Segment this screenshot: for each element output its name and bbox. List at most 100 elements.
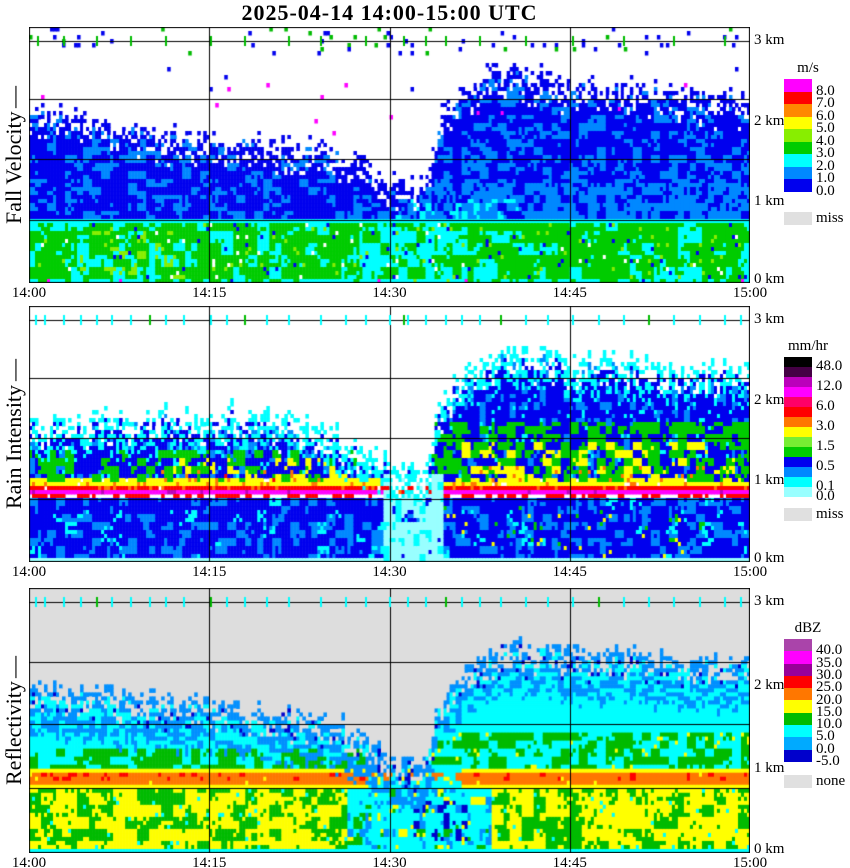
y-axis-label-rain-intensity: Rain Intensity — [1,358,26,510]
colorbar-segment [784,116,812,129]
time-tick-label: 14:15 [192,855,227,868]
time-tick-label: 15:00 [732,855,768,868]
colorbar-segment [784,725,812,738]
time-tick-label: 14:30 [372,564,407,580]
y-axis-label-reflectivity: Reflectivity — [1,655,26,786]
time-tick-label: 15:00 [732,564,768,580]
colorbar-segment [784,712,812,726]
time-tick-label: 14:45 [552,564,587,580]
height-tick-label: 3 km [754,32,785,48]
colorbar-segment [784,651,812,664]
colorbar-tick-label: 20.0 [816,691,843,708]
panel-fall-velocity: Fall Velocity — 3 km 2 km 1 km 0 km 14:00 14:… [1,27,844,301]
colorbar-tick-label: 6.0 [816,107,835,124]
height-tick-label: 0 km [754,271,785,287]
time-axis: 14:00 14:15 14:30 14:45 15:00 [12,855,767,868]
time-tick-label: 14:30 [372,855,407,868]
colorbar-missing-swatch [784,508,812,521]
height-tick-label: 2 km [754,391,785,408]
height-tick-label: 3 km [754,311,785,327]
colorbar-segment [784,417,812,427]
time-tick-label: 14:45 [552,855,587,868]
colorbar-segment [784,688,812,701]
axis-label-mark: — [1,655,26,678]
colorbar-tick-label: 0.1 [816,478,835,494]
colorbar-tick-label: 8.0 [816,82,835,99]
colorbar-segment [784,437,812,447]
time-tick-label: 14:00 [11,855,47,868]
colorbar-tick-label: 48.0 [816,358,843,374]
colorbar-tick-label: 3.0 [816,418,835,434]
colorbar-segment [784,467,812,477]
height-axis: 3 km 2 km 1 km 0 km [29,588,784,857]
axis-label-mark: — [1,358,26,381]
colorbar-tick-label: 0.0 [816,740,835,757]
time-tick-label: 14:00 [11,285,47,301]
time-tick-label: 14:30 [372,285,407,301]
colorbar-segment [784,79,812,92]
time-tick-label: 14:00 [11,564,47,580]
fall-velocity-heatmap [29,27,750,283]
colorbar-unit-title: dBZ [794,620,822,636]
colorbar-segment [784,141,812,154]
panel-reflectivity: Reflectivity — 3 km 2 km 1 km 0 km 14:00 14:1… [1,588,845,868]
colorbar-reflectivity: dBZ 40.0 35.0 30.0 25.0 20.0 15.0 10.0 5.0 0.0 -5.… [784,620,845,789]
colorbar-segment [784,427,812,437]
colorbar-segment [784,104,812,117]
colorbar-missing-label: miss [816,506,844,522]
axis-label-mark: — [1,85,26,108]
height-tick-label: 1 km [754,472,785,489]
colorbar-fall-velocity: m/s 8.0 7.0 6.0 5.0 4.0 3.0 2.0 1.0 0.0 miss [784,60,844,225]
colorbar-tick-label: 30.0 [816,666,843,683]
colorbar-segment [784,639,812,652]
colorbar-segment [784,387,812,397]
height-tick-label: 0 km [754,841,785,857]
colorbar-segment [784,457,812,467]
colorbar-tick-label: 12.0 [816,378,843,394]
colorbar-tick-label: -5.0 [816,753,840,769]
colorbar-segment [784,129,812,142]
page-title: 2025-04-14 14:00-15:00 UTC [241,0,538,25]
colorbar-segment [784,477,812,487]
colorbar-tick-label: 1.5 [816,438,835,454]
colorbar-tick-label: 35.0 [816,654,843,671]
colorbar-segment [784,700,812,713]
colorbar-segment [784,737,812,750]
colorbar-missing-swatch [784,775,812,788]
colorbar-missing-label: miss [816,209,844,226]
colorbar-segment [784,487,812,497]
height-axis: 3 km 2 km 1 km 0 km [29,306,784,566]
colorbar-segment [784,377,812,387]
colorbar-segment [784,357,812,367]
colorbar-tick-label: 0.0 [816,182,835,199]
time-tick-label: 14:15 [192,564,227,580]
colorbar-tick-label: 4.0 [816,132,835,149]
height-tick-label: 1 km [754,193,785,210]
colorbar-tick-label: 40.0 [816,642,843,659]
colorbar-rain-intensity: mm/hr 48.0 12.0 6.0 3.0 1.5 0.5 0.1 0.0 miss [784,338,844,522]
colorbar-segment [784,154,812,167]
colorbar-tick-label: 6.0 [816,398,835,414]
colorbar-segment [784,179,812,192]
height-tick-label: 1 km [754,760,785,777]
colorbar-missing-label: none [816,773,846,789]
height-axis: 3 km 2 km 1 km 0 km [29,27,784,287]
reflectivity-heatmap [29,588,750,853]
time-tick-label: 14:45 [552,285,587,301]
time-tick-label: 15:00 [732,285,768,301]
time-tick-label: 14:15 [192,285,227,301]
colorbar-unit-title: m/s [797,60,819,76]
colorbar-missing-swatch [784,211,812,225]
panel-rain-intensity: Rain Intensity — 3 km 2 km 1 km 0 km 14:00 14… [1,306,844,580]
colorbar-segment [784,749,812,762]
colorbar-tick-label: 5.0 [816,728,835,745]
colorbar-tick-label: 2.0 [816,157,835,174]
colorbar-unit-title: mm/hr [788,338,828,354]
colorbar-tick-label: 1.0 [816,170,835,186]
colorbar-tick-label: 0.0 [816,488,835,504]
colorbar-segment [784,663,812,676]
time-axis: 14:00 14:15 14:30 14:45 15:00 [12,564,767,582]
colorbar-tick-label: 0.5 [816,458,835,474]
time-axis: 14:00 14:15 14:30 14:45 15:00 [12,285,767,303]
